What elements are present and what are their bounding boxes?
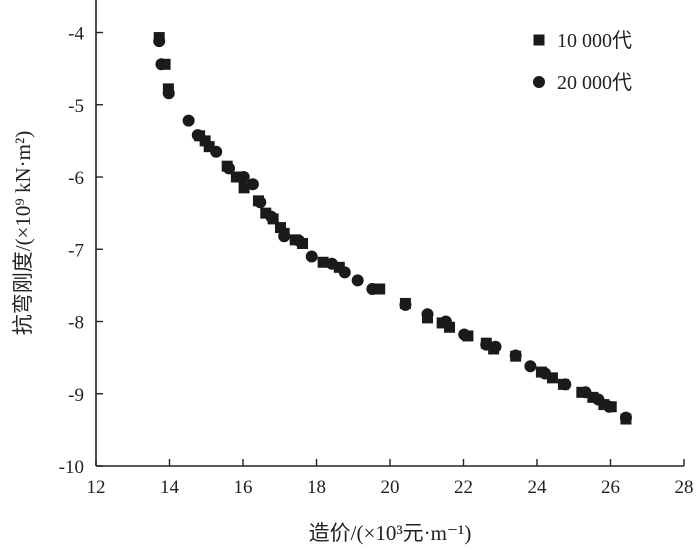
data-point-circle bbox=[458, 328, 471, 341]
x-tick-label: 28 bbox=[675, 477, 694, 498]
x-tick-label: 20 bbox=[381, 477, 400, 498]
data-point-square bbox=[333, 261, 345, 273]
data-point-circle bbox=[223, 162, 236, 175]
data-point-circle bbox=[254, 196, 267, 209]
data-points bbox=[153, 32, 632, 425]
data-point-circle bbox=[619, 411, 632, 424]
y-tick-label: -9 bbox=[68, 385, 84, 406]
legend-label: 10 000代 bbox=[557, 29, 632, 52]
data-point-circle bbox=[399, 298, 412, 311]
x-tick-label: 24 bbox=[528, 477, 548, 498]
series-20000 bbox=[153, 35, 632, 424]
data-point-circle bbox=[153, 35, 166, 48]
data-point-circle bbox=[338, 266, 351, 279]
x-tick-label: 12 bbox=[87, 477, 106, 498]
data-point-square bbox=[203, 141, 215, 153]
data-point-square bbox=[546, 372, 558, 384]
data-point-circle bbox=[292, 234, 305, 247]
data-point-circle bbox=[325, 257, 338, 270]
data-point-square bbox=[444, 321, 456, 333]
data-point-circle bbox=[155, 58, 168, 71]
data-point-square bbox=[199, 135, 211, 147]
y-tick-label: -10 bbox=[59, 457, 84, 478]
data-point-circle bbox=[439, 315, 452, 328]
data-point-circle bbox=[182, 114, 195, 127]
data-point-circle bbox=[246, 178, 259, 191]
x-tick-label: 22 bbox=[454, 477, 473, 498]
data-point-square bbox=[238, 182, 250, 194]
data-point-circle bbox=[351, 274, 364, 287]
x-tick-label: 18 bbox=[307, 477, 326, 498]
data-point-circle bbox=[278, 230, 291, 243]
y-tick-label: -5 bbox=[68, 96, 84, 117]
x-tick-label: 16 bbox=[234, 477, 253, 498]
data-point-circle bbox=[237, 171, 250, 184]
y-ticks: -10 -9 -8 -7 -6 -5 -4 bbox=[59, 24, 103, 478]
data-point-circle bbox=[210, 145, 223, 158]
y-tick-label: -7 bbox=[68, 240, 84, 261]
data-point-square bbox=[317, 256, 329, 268]
data-point-circle bbox=[509, 349, 522, 362]
x-axis-title: 造价/(×10³元·m⁻¹) bbox=[309, 521, 472, 545]
x-ticks: 12 14 16 18 20 22 24 26 28 bbox=[87, 459, 694, 498]
data-point-circle bbox=[421, 308, 434, 321]
data-point-circle bbox=[579, 386, 592, 399]
data-point-circle bbox=[265, 210, 278, 223]
data-point-circle bbox=[539, 367, 552, 380]
data-point-square bbox=[374, 283, 386, 295]
y-tick-label: -8 bbox=[68, 313, 84, 334]
data-point-circle bbox=[592, 393, 605, 406]
y-tick-label: -4 bbox=[68, 24, 84, 45]
data-point-circle bbox=[366, 282, 379, 295]
y-tick-label: -6 bbox=[68, 168, 84, 189]
data-point-circle bbox=[603, 400, 616, 413]
data-point-circle bbox=[489, 340, 502, 353]
legend: 10 000代 20 000代 bbox=[533, 29, 632, 94]
data-point-circle bbox=[305, 250, 318, 263]
data-point-circle bbox=[524, 360, 537, 373]
data-point-circle bbox=[162, 87, 175, 100]
x-tick-label: 26 bbox=[601, 477, 620, 498]
legend-marker bbox=[533, 34, 545, 46]
data-point-circle bbox=[191, 129, 204, 142]
y-axis-title: 抗弯刚度/(×10⁹ kN·m²) bbox=[11, 131, 35, 336]
data-point-square bbox=[274, 222, 286, 234]
data-point-square bbox=[230, 171, 242, 183]
x-tick-label: 14 bbox=[160, 477, 180, 498]
data-point-circle bbox=[559, 378, 572, 391]
legend-marker bbox=[533, 76, 545, 88]
data-point-circle bbox=[480, 338, 493, 351]
legend-label: 20 000代 bbox=[557, 71, 632, 94]
data-point-square bbox=[260, 207, 272, 219]
